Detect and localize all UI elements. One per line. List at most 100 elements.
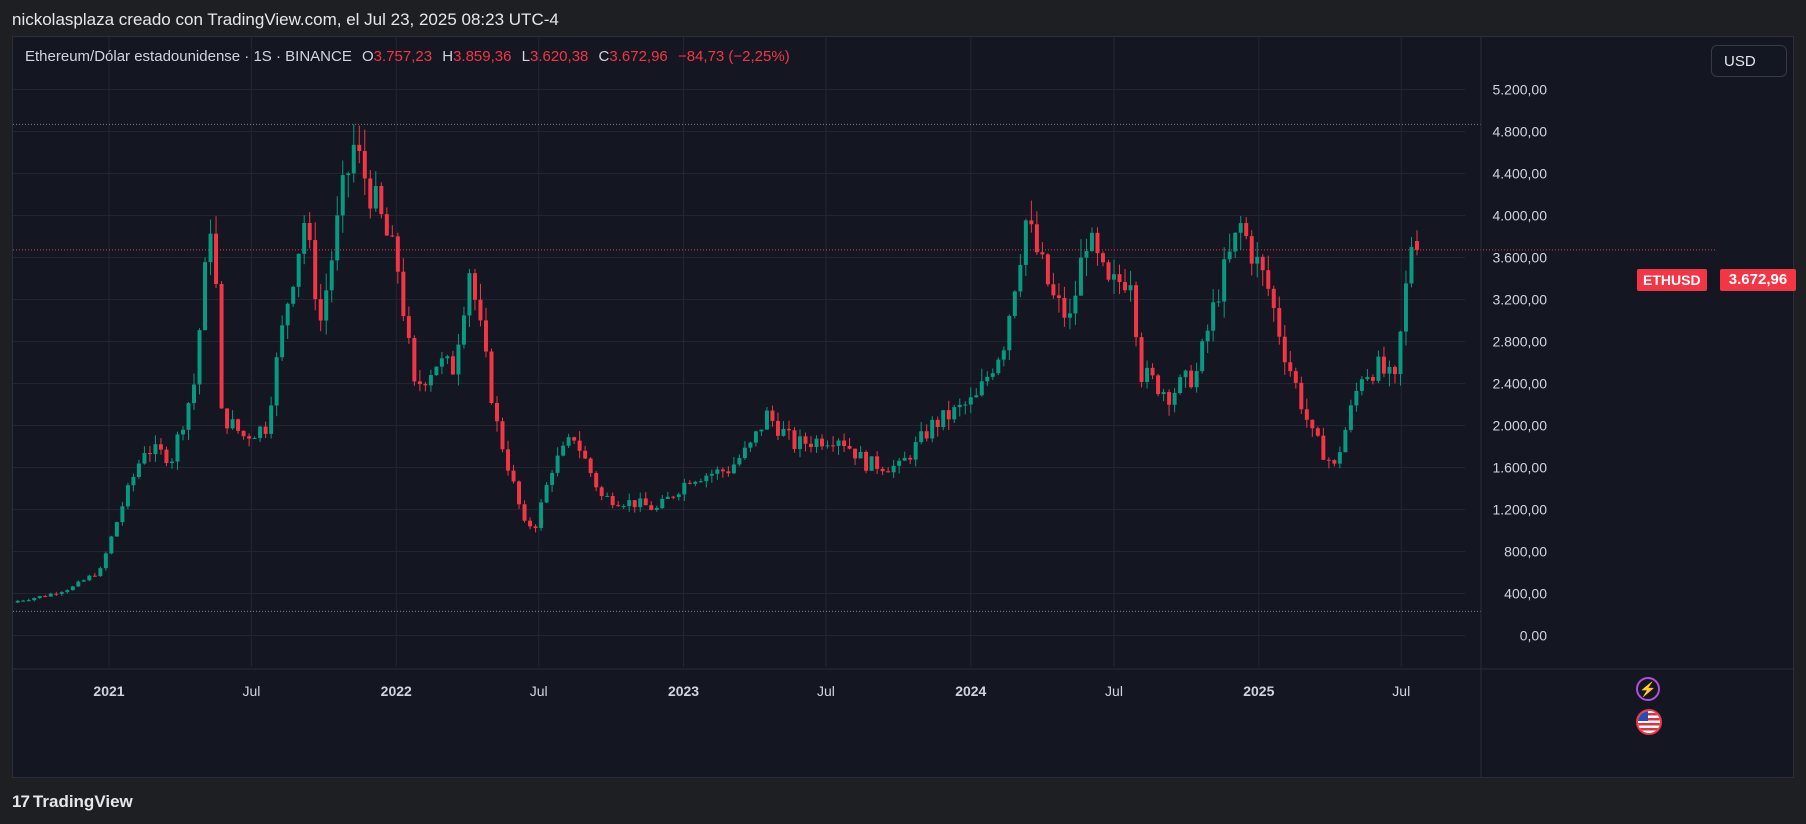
candle-body <box>528 520 533 527</box>
candle-body <box>76 581 81 587</box>
candle-body <box>792 430 797 450</box>
candle-body <box>517 481 522 505</box>
candle-body <box>704 475 709 482</box>
candle-body <box>621 506 626 508</box>
candle-body <box>919 431 924 443</box>
candle-body <box>1023 220 1028 265</box>
candle-body <box>720 469 725 472</box>
candle-body <box>258 426 263 438</box>
candle-body <box>1183 370 1188 378</box>
candle-body <box>1001 350 1006 360</box>
ticker-tag: ETHUSD <box>1637 269 1707 291</box>
x-tick-label: Jul <box>817 683 835 699</box>
candle-body <box>599 487 604 497</box>
candle-body <box>252 437 257 439</box>
candle-body <box>946 410 951 420</box>
candle-body <box>610 495 615 506</box>
candle-body <box>1293 371 1298 383</box>
x-tick-label: Jul <box>243 683 261 699</box>
candle-body <box>1156 375 1161 395</box>
candlestick-chart[interactable]: 5.200,00 4.800,00 4.400,00 4.000,00 3.600,00… <box>13 37 1793 777</box>
x-tick-label: Jul <box>530 683 548 699</box>
candle-body <box>1304 409 1309 420</box>
candle-body <box>54 593 59 595</box>
candle-body <box>798 436 802 450</box>
candle-body <box>302 223 307 254</box>
candle-body <box>478 299 483 321</box>
candle-body <box>1167 392 1172 405</box>
candle-body <box>825 445 830 447</box>
brand-footer[interactable]: 17 TradingView <box>12 790 133 814</box>
candle-body <box>748 442 753 448</box>
candle-body <box>219 284 224 409</box>
candle-body <box>351 144 356 174</box>
candle-body <box>1310 419 1315 429</box>
candle-body <box>296 253 301 287</box>
candle-body <box>98 568 103 577</box>
candle-body <box>1112 274 1116 280</box>
candle-body <box>1029 220 1034 225</box>
candle-body <box>368 178 373 209</box>
y-tick-label: 4.000,00 <box>1493 208 1548 224</box>
candle-body <box>175 434 180 462</box>
y-tick-label: 5.200,00 <box>1493 82 1548 98</box>
candle-body <box>48 593 53 597</box>
candle-body <box>731 464 736 474</box>
candle-body <box>147 453 152 455</box>
candle-body <box>1271 288 1276 309</box>
candle-body <box>913 442 918 460</box>
candle-body <box>985 376 990 382</box>
tradingview-logo-icon: 17 <box>12 792 30 811</box>
candle-body <box>902 457 907 461</box>
x-tick-label: Jul <box>1105 683 1123 699</box>
chart-frame[interactable]: 5.200,00 4.800,00 4.400,00 4.000,00 3.600,00… <box>12 36 1796 778</box>
high-key: H <box>442 48 454 65</box>
candle-body <box>1128 285 1133 291</box>
ohlc-legend: Ethereum/Dólar estadounidense · 1S · BIN… <box>25 47 790 67</box>
candle-body <box>153 444 158 455</box>
candle-body <box>1337 452 1342 464</box>
candle-body <box>533 526 538 528</box>
candle-body <box>1255 256 1260 264</box>
us-flag-icon[interactable] <box>1636 709 1662 735</box>
candle-body <box>32 598 37 601</box>
candle-body <box>1216 301 1221 303</box>
candle-body <box>225 408 230 429</box>
candle-body <box>1354 390 1359 406</box>
candle-body <box>186 403 191 430</box>
candle-body <box>181 429 185 435</box>
candle-body <box>1018 264 1023 292</box>
candle-body <box>781 428 786 436</box>
candle-body <box>836 440 841 446</box>
candle-body <box>1266 270 1271 289</box>
y-tick-label: 2.800,00 <box>1493 334 1548 350</box>
candle-body <box>1365 377 1370 380</box>
low-key: L <box>521 48 530 65</box>
candle-body <box>1260 256 1265 271</box>
candle-body <box>456 344 461 375</box>
y-tick-label: 1.200,00 <box>1493 502 1548 518</box>
symbol-name[interactable]: Ethereum/Dólar estadounidense · 1S · BIN… <box>25 48 352 65</box>
candle-body <box>897 460 902 466</box>
candle-body <box>853 448 858 459</box>
candle-body <box>869 456 874 471</box>
y-tick-label: 2.000,00 <box>1493 418 1548 434</box>
candle-body <box>1012 291 1017 316</box>
candle-body <box>1392 366 1397 375</box>
candle-body <box>1150 367 1155 376</box>
bolt-icon[interactable]: ⚡ <box>1636 677 1660 701</box>
candle-body <box>340 175 345 216</box>
candle-body <box>654 508 659 510</box>
candle-body <box>1282 336 1287 363</box>
y-tick-label: 1.600,00 <box>1493 460 1548 476</box>
currency-button[interactable]: USD <box>1711 45 1787 77</box>
candle-body <box>1178 377 1183 393</box>
last-price-tag: 3.672,96 <box>1720 269 1796 291</box>
candle-body <box>274 357 279 406</box>
candle-body <box>214 233 219 285</box>
candle-body <box>908 457 913 460</box>
candle-body <box>522 504 527 521</box>
candle-body <box>164 449 169 464</box>
candle-body <box>665 496 670 499</box>
candle-body <box>979 381 984 396</box>
